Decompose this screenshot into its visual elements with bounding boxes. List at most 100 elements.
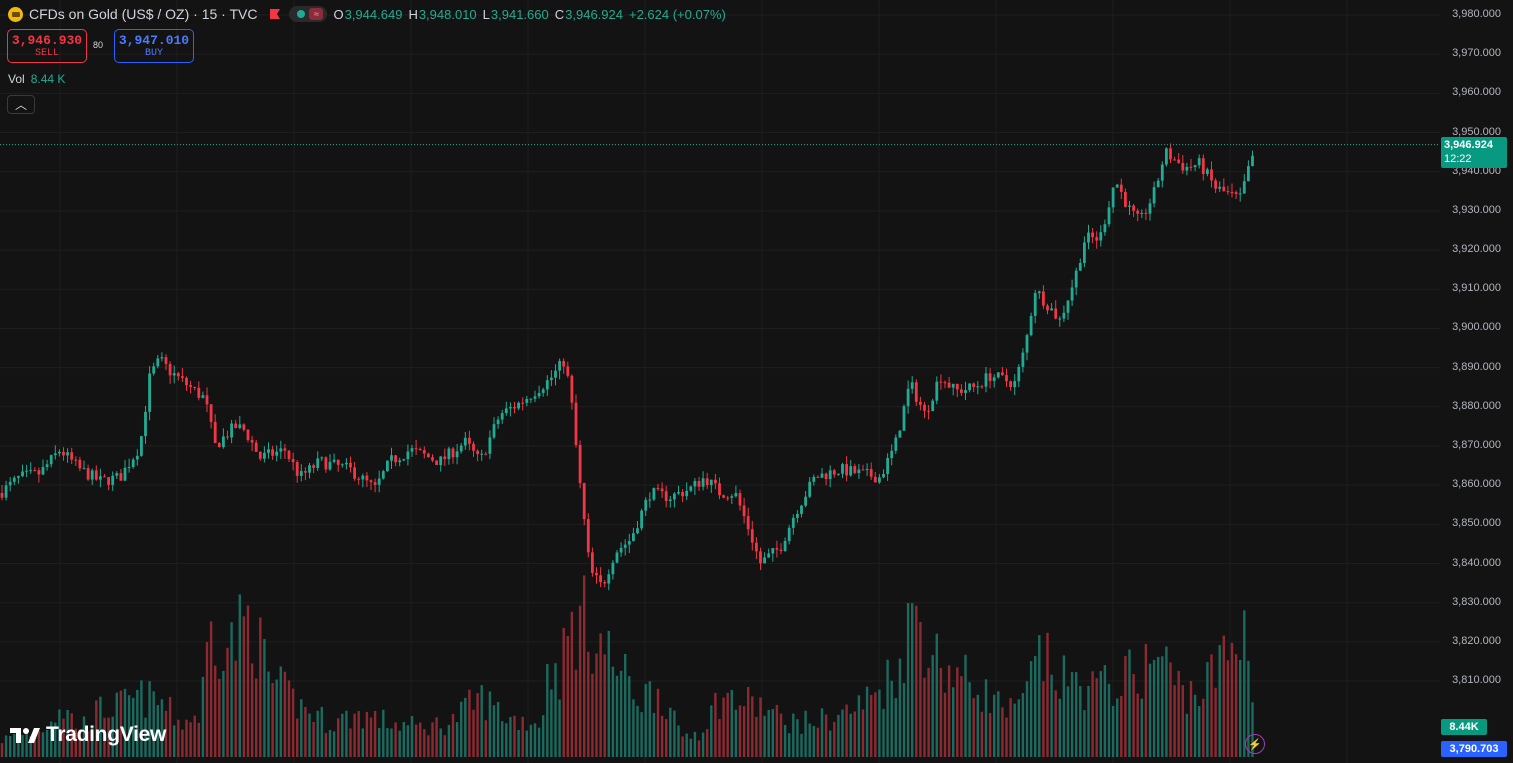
candle-body: [1197, 158, 1201, 166]
candle-body: [664, 491, 668, 502]
candle-body: [521, 402, 525, 404]
candle-body: [1115, 184, 1119, 188]
candle-body: [1025, 335, 1029, 353]
volume-bar: [1144, 643, 1148, 757]
volume-bar: [1173, 685, 1176, 757]
low-label: L: [482, 6, 490, 22]
volume-bar: [419, 722, 422, 757]
candle-body: [250, 439, 254, 443]
candle-body: [697, 481, 701, 487]
candle-body: [951, 383, 955, 388]
volume-label: Vol: [8, 72, 25, 86]
candle-body: [738, 493, 742, 506]
volume-bar: [181, 729, 184, 757]
volume-bar: [201, 676, 205, 757]
candle-body: [1078, 263, 1082, 271]
candle-body: [574, 402, 578, 445]
volume-bar: [644, 683, 647, 757]
volume-bar: [886, 659, 889, 757]
volume-bar: [1042, 681, 1045, 757]
volume-bar: [349, 728, 352, 757]
candle-body: [361, 475, 365, 480]
candle-body: [623, 544, 627, 548]
sell-button[interactable]: 3,946.930 SELL: [7, 29, 87, 63]
candle-body: [1148, 203, 1152, 214]
volume-bar: [115, 692, 118, 757]
candle-body: [1083, 242, 1086, 264]
volume-bar: [747, 687, 750, 757]
volume-bar: [50, 721, 53, 757]
candle-body: [94, 470, 98, 480]
candle-body: [1095, 237, 1099, 241]
candle-body: [939, 381, 943, 383]
volume-bar: [1054, 690, 1057, 757]
candle-body: [1050, 308, 1053, 311]
volume-bar: [669, 707, 672, 757]
candle-body: [1177, 159, 1181, 163]
candle-body: [1087, 232, 1090, 243]
gold-symbol-icon[interactable]: [8, 6, 23, 22]
tradingview-logo[interactable]: TradingView: [10, 723, 166, 747]
axis-bottom-tag: 3,790.703: [1441, 741, 1507, 757]
candle-body: [1124, 191, 1127, 207]
volume-bar: [250, 663, 254, 757]
candle-body: [1107, 207, 1111, 225]
volume-bar: [525, 730, 528, 757]
candle-body: [878, 477, 881, 483]
candle-body: [849, 466, 853, 476]
candle-body: [886, 458, 889, 474]
candle-body: [627, 541, 631, 545]
symbol-title[interactable]: CFDs on Gold (US$ / OZ) · 15 · TVC: [29, 6, 258, 22]
candle-body: [488, 437, 492, 454]
volume-bar: [632, 699, 635, 757]
candle-body: [447, 448, 451, 460]
candle-body: [484, 453, 488, 455]
volume-bar: [824, 714, 828, 757]
candle-body: [1173, 159, 1176, 161]
candle-body: [377, 478, 381, 485]
candle-body: [570, 375, 574, 403]
volume-bar: [714, 692, 717, 757]
candle-body: [254, 442, 258, 452]
volume-legend[interactable]: Vol 8.44 K: [8, 72, 65, 86]
candle-body: [1238, 193, 1242, 195]
volume-bar: [156, 705, 159, 757]
volume-bar: [410, 715, 414, 757]
volume-bar: [439, 728, 442, 757]
candle-body: [201, 395, 205, 398]
candle-body: [611, 562, 615, 575]
candle-body: [742, 505, 746, 517]
volume-bar: [1017, 699, 1020, 757]
volume-bar: [0, 743, 4, 757]
collapse-legend-button[interactable]: ︿: [7, 95, 35, 114]
lightning-icon[interactable]: ⚡: [1245, 734, 1265, 754]
volume-bar: [677, 725, 680, 757]
volume-bar: [107, 717, 110, 757]
volume-bar: [1021, 693, 1025, 757]
volume-bar: [865, 686, 869, 757]
volume-bar: [1226, 660, 1230, 757]
volume-bar: [1202, 698, 1205, 757]
volume-bar: [964, 654, 967, 757]
candle-body: [443, 456, 447, 460]
candle-body: [435, 460, 438, 466]
volume-bar: [119, 690, 123, 757]
candle-body: [263, 452, 266, 459]
candle-body: [976, 386, 980, 388]
candle-body: [996, 372, 1000, 378]
market-status-pill[interactable]: ≈: [289, 6, 328, 22]
buy-button[interactable]: 3,947.010 BUY: [114, 29, 194, 63]
candle-body: [898, 430, 902, 438]
candle-body: [1181, 162, 1185, 171]
volume-bar: [820, 708, 824, 757]
volume-bar: [1210, 654, 1213, 757]
volume-bar: [853, 711, 856, 757]
flag-icon[interactable]: [269, 8, 281, 20]
volume-bar: [451, 713, 455, 757]
volume-bar: [365, 711, 369, 757]
candle-body: [406, 451, 410, 460]
volume-bar: [718, 719, 721, 757]
candle-body: [439, 456, 443, 466]
